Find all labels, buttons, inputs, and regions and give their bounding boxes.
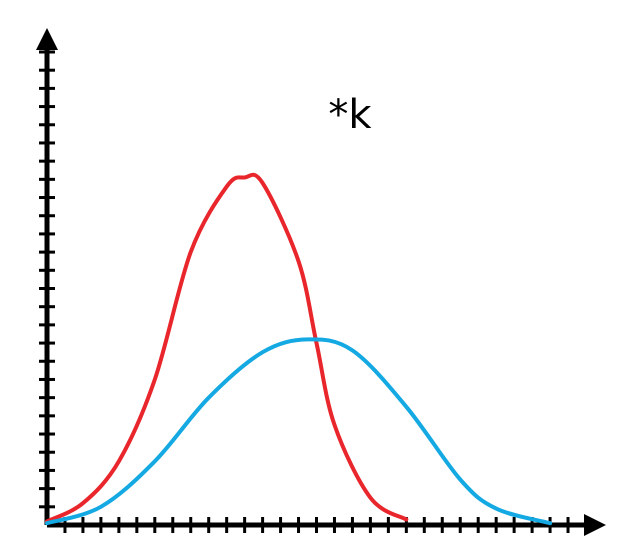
- series-blue-line: [45, 337, 553, 526]
- annotation-label: *k: [328, 92, 372, 138]
- series-group: [45, 172, 553, 526]
- y-axis-arrow: [36, 28, 58, 50]
- axis-ticks: [39, 50, 588, 533]
- x-axis-arrow: [584, 514, 606, 536]
- series-red-line: [45, 172, 409, 524]
